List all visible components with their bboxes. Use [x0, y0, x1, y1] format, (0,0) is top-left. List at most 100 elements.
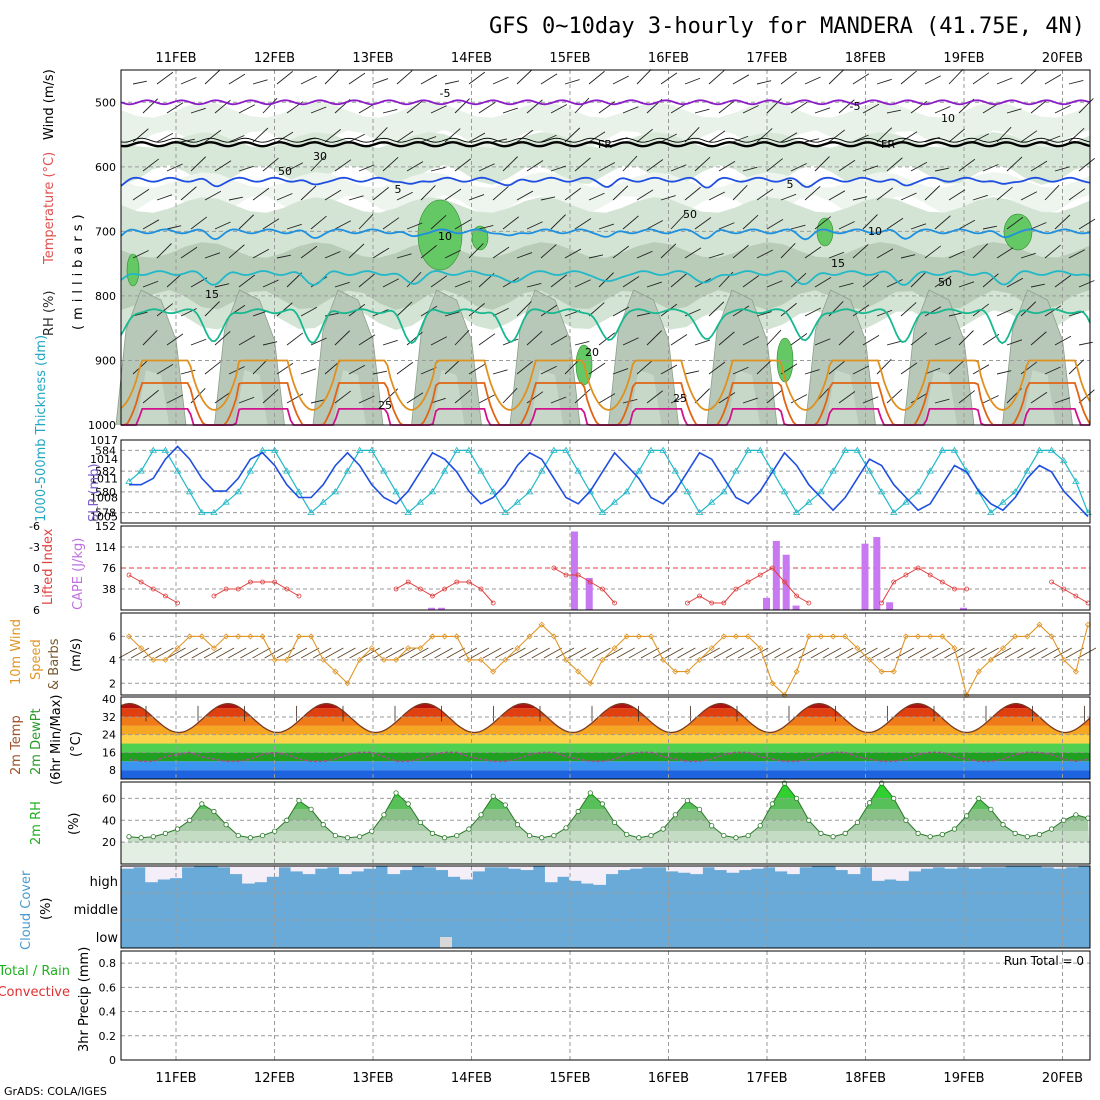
cloud-high-gap — [641, 866, 655, 868]
thickness-point — [659, 446, 667, 453]
rh-label: RH (%) — [42, 291, 57, 336]
wind-barb — [636, 189, 654, 201]
wind10m-point — [538, 621, 545, 628]
li-point — [393, 586, 399, 592]
wind-barb — [756, 80, 772, 85]
wind-barb — [454, 158, 472, 172]
wind-barb — [526, 221, 543, 230]
wind-barb — [900, 362, 918, 375]
wind-barb — [924, 185, 941, 201]
wind-barb — [1068, 249, 1086, 259]
wind-barb — [814, 276, 832, 288]
wind-barb — [910, 392, 928, 404]
minmax-label: (6hr Min/Max) — [49, 695, 64, 785]
wind-barb — [1068, 127, 1085, 143]
wind10m-point — [1024, 633, 1031, 640]
wind-barb — [156, 71, 174, 85]
rh2m-tick-label: 40 — [102, 814, 116, 827]
wind-barb — [718, 392, 736, 404]
precip-tick-label: 0.2 — [99, 1030, 117, 1043]
rh2m-point — [296, 797, 302, 804]
wind-barb — [526, 99, 543, 114]
wind-barb — [516, 69, 533, 85]
wind10m-point — [162, 656, 169, 663]
wind-barb — [838, 159, 856, 172]
wind-barb — [876, 309, 893, 317]
wind10m-barb — [155, 647, 174, 659]
li-point — [478, 586, 484, 592]
wind10m-barb — [883, 647, 902, 659]
rh2m-point — [794, 795, 800, 802]
panel-10m-wind: 6 4 2 — [109, 612, 1097, 699]
wind10m-speed-label: Speed — [29, 639, 44, 680]
wind-barb — [766, 389, 783, 404]
wind-barb — [468, 132, 486, 143]
wind-barb — [142, 329, 158, 346]
wind10m-barb — [567, 647, 587, 659]
cloud-high-gap — [544, 866, 558, 883]
li-point — [600, 586, 605, 592]
wind-barb — [684, 186, 701, 201]
wind10m-point — [975, 668, 982, 675]
rh2m-point — [259, 832, 266, 839]
cloud-high-gap — [339, 866, 352, 875]
cloud-high-gap — [460, 866, 473, 880]
wind-barb — [300, 306, 318, 317]
wind-barb — [406, 392, 424, 404]
wind-barb — [900, 131, 918, 143]
thickness-point — [574, 467, 582, 474]
rh2m-point — [442, 835, 448, 841]
wind-barb — [996, 247, 1014, 259]
rh-plume — [411, 289, 482, 426]
rh2m-point — [199, 801, 205, 807]
rh2m-point — [611, 819, 618, 826]
top-date-label: 16FEB — [648, 51, 689, 66]
rh2m-point — [393, 790, 399, 796]
wind-barb — [252, 248, 270, 259]
wind-barb — [708, 130, 726, 143]
wind-barb — [910, 272, 926, 288]
wind-barb — [646, 330, 662, 346]
wind-barb — [420, 136, 437, 143]
wind-barb — [166, 102, 184, 114]
wind-barb — [732, 244, 749, 259]
rh2m-point — [126, 834, 132, 840]
wind-barb — [406, 271, 422, 288]
wind-barb — [694, 156, 711, 172]
li-point — [782, 579, 787, 585]
wind-barb — [262, 279, 279, 288]
wind-barb — [924, 245, 942, 259]
wind-barb — [372, 370, 387, 375]
cape-tick-label: 114 — [95, 541, 116, 554]
li-point — [721, 600, 727, 606]
cloud-high-gap — [399, 866, 413, 871]
slp-line — [129, 445, 1089, 518]
precip-tick-label: 0.8 — [99, 957, 117, 970]
top-date-label: 18FEB — [845, 51, 886, 66]
wind-barb — [406, 161, 424, 172]
wind10m-barb — [628, 647, 648, 659]
wind10m-point — [174, 645, 181, 652]
thickness-point — [465, 446, 473, 453]
thickness-point — [938, 446, 947, 453]
wind10m-barb — [701, 647, 720, 659]
wind-barb — [862, 165, 879, 172]
rh2m-point — [514, 822, 521, 828]
wind-barb — [684, 247, 702, 259]
wind10m-barb — [361, 647, 380, 659]
cloud-high-gap — [896, 866, 909, 881]
bottom-date-label: 20FEB — [1042, 1071, 1083, 1086]
li-point — [964, 586, 970, 592]
dewpt2m-label: 2m DewPt — [29, 708, 44, 775]
isotherm-line-double — [120, 137, 1091, 143]
wind10m-barb — [859, 647, 878, 659]
wind10m-tick-label: 4 — [109, 654, 116, 667]
wind-barb — [742, 105, 759, 114]
cape-bar — [585, 577, 593, 610]
thickness-point — [222, 498, 230, 505]
wind-barb — [790, 272, 807, 288]
wind-barb — [372, 78, 389, 85]
wind-barb — [382, 339, 398, 346]
wind10m-barb — [774, 647, 793, 659]
wind10m-barb — [847, 647, 866, 659]
